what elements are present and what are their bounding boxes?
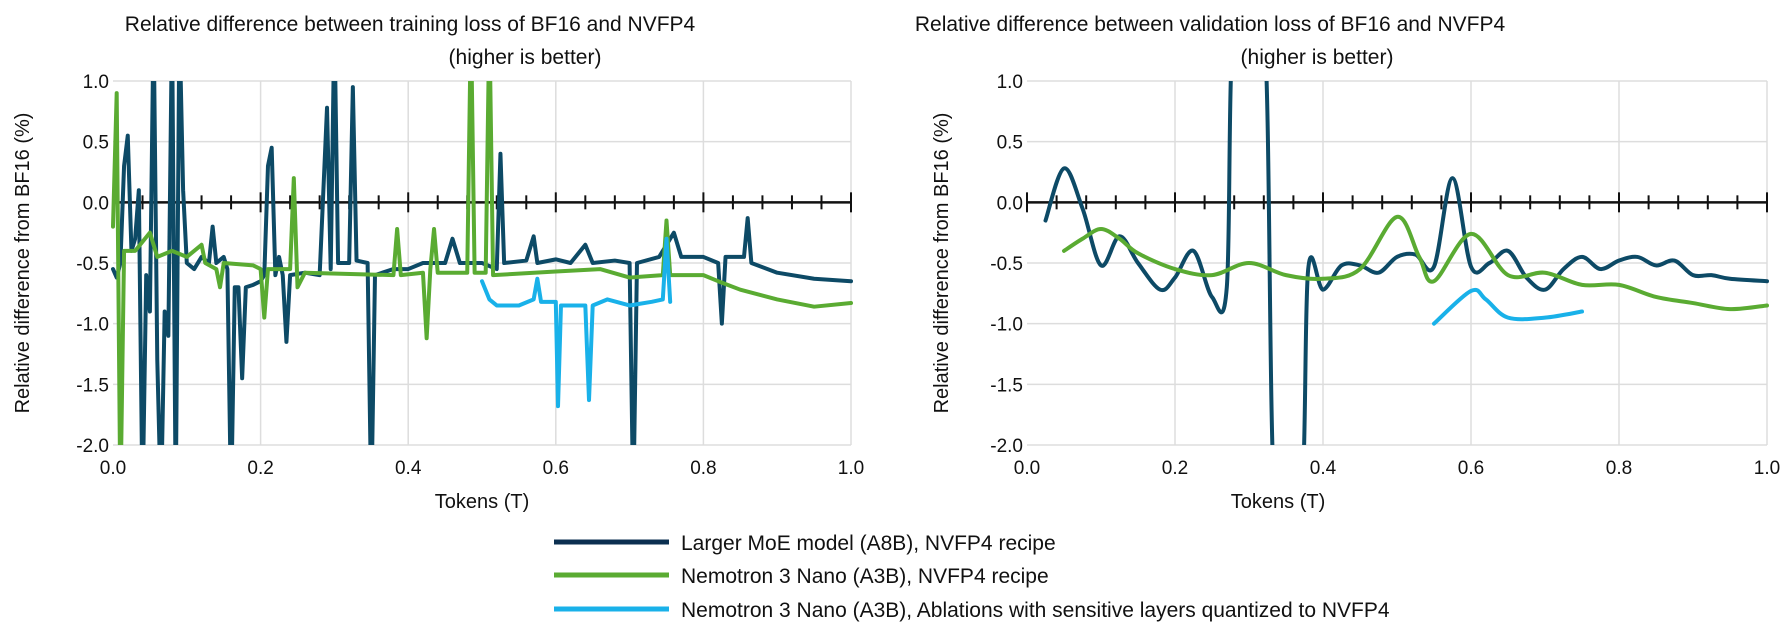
legend-label: Nemotron 3 Nano (A3B), NVFP4 recipe — [681, 565, 1049, 588]
chart-title: Relative difference between validation l… — [915, 13, 1506, 36]
y-axis-label: Relative difference from BF16 (%) — [12, 113, 34, 414]
y-axis-label: Relative difference from BF16 (%) — [931, 113, 953, 414]
x-tick-label: 0.4 — [395, 458, 422, 479]
training-loss-chart: Relative difference between training los… — [12, 13, 864, 513]
series-line-ablation — [480, 236, 673, 409]
y-tick-label: -2.0 — [990, 436, 1023, 457]
legend-label: Nemotron 3 Nano (A3B), Ablations with se… — [681, 599, 1390, 622]
x-tick-label: 0.8 — [1606, 458, 1632, 479]
legend-label: Larger MoE model (A8B), NVFP4 recipe — [681, 532, 1056, 555]
series-line-ablation — [1432, 287, 1584, 326]
chart-subtitle: (higher is better) — [449, 46, 602, 69]
y-tick-label: -0.5 — [990, 254, 1023, 275]
y-tick-label: 0.0 — [83, 193, 109, 214]
series-line-nano — [1062, 214, 1769, 312]
y-tick-label: 0.0 — [997, 193, 1023, 214]
y-tick-label: -1.5 — [990, 375, 1023, 396]
x-tick-label: 0.0 — [1014, 458, 1040, 479]
y-tick-label: -1.0 — [76, 315, 109, 336]
y-tick-label: -1.5 — [76, 375, 109, 396]
x-tick-label: 0.2 — [247, 458, 273, 479]
x-tick-label: 0.2 — [1162, 458, 1188, 479]
y-tick-label: 1.0 — [997, 72, 1023, 93]
x-axis-label: Tokens (T) — [1231, 491, 1325, 513]
x-tick-label: 0.6 — [1458, 458, 1484, 479]
x-tick-label: 1.0 — [838, 458, 864, 479]
legend: Larger MoE model (A8B), NVFP4 recipe Nem… — [554, 532, 1390, 622]
y-tick-label: -2.0 — [76, 436, 109, 457]
x-tick-label: 0.0 — [100, 458, 126, 479]
validation-loss-chart: Relative difference between validation l… — [915, 13, 1780, 513]
series-line-larger-moe — [111, 81, 853, 445]
series-line-larger-moe — [1043, 81, 1769, 445]
y-tick-label: -1.0 — [990, 315, 1023, 336]
y-tick-label: 0.5 — [997, 133, 1023, 154]
chart-title: Relative difference between training los… — [125, 13, 696, 36]
y-tick-label: 1.0 — [83, 72, 109, 93]
y-tick-label: -0.5 — [76, 254, 109, 275]
x-tick-label: 1.0 — [1754, 458, 1780, 479]
y-tick-label: 0.5 — [83, 133, 109, 154]
x-axis-label: Tokens (T) — [435, 491, 529, 513]
x-tick-label: 0.8 — [690, 458, 716, 479]
x-tick-label: 0.6 — [543, 458, 569, 479]
chart-subtitle: (higher is better) — [1241, 46, 1394, 69]
x-tick-label: 0.4 — [1310, 458, 1337, 479]
